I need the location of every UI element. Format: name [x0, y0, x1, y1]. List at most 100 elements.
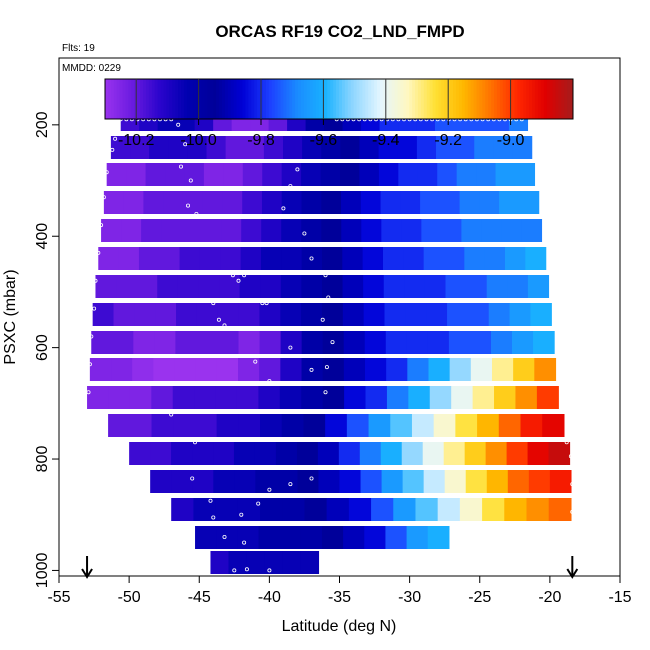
colorbar-segment	[303, 79, 308, 119]
heatmap-cell-7-3	[155, 303, 177, 326]
colorbar-segment	[371, 79, 375, 119]
heatmap-cell-5-3	[159, 247, 181, 270]
x-tick-label: -20	[538, 589, 561, 606]
colorbar-segment	[295, 79, 299, 119]
sample-point-66	[222, 323, 227, 328]
x-tick-label: -15	[608, 589, 631, 606]
colorbar-segment	[438, 79, 442, 119]
heatmap-cell-8-7	[238, 331, 261, 354]
colorbar-segment	[391, 79, 396, 119]
y-tick-label: 200	[34, 111, 51, 138]
heatmap-cell-12-6	[254, 442, 277, 465]
heatmap-cell-9-16	[428, 358, 451, 381]
heatmap-cell-7-16	[426, 303, 448, 326]
colorbar-segment	[520, 79, 524, 119]
heatmap-cell-14-3	[237, 498, 261, 521]
heatmap-cell-12-19	[527, 442, 550, 465]
sample-point-96	[232, 568, 237, 573]
heatmap-cell-9-11	[322, 358, 345, 381]
colorbar-segment	[491, 79, 495, 119]
y-axis: 200 400 600 800 1000	[34, 111, 59, 588]
sample-point-77	[309, 256, 314, 261]
heatmap-cell-13-1	[171, 470, 193, 493]
heatmap-cell-1-14	[378, 136, 399, 159]
colorbar-segment	[216, 79, 220, 119]
sample-point-78	[323, 273, 328, 278]
sample-point-88	[211, 515, 216, 520]
heatmap-cell-4-9	[281, 219, 302, 242]
colorbar-segment	[526, 79, 530, 119]
heatmap-cell-1-15	[397, 136, 418, 159]
colorbar-segment	[186, 79, 191, 119]
heatmap-cell-3-17	[439, 191, 461, 214]
heatmap-cell-14-5	[282, 498, 306, 521]
colorbar-segment	[382, 79, 387, 119]
colorbar-segment	[350, 79, 355, 119]
heatmap-cell-13-16	[486, 470, 509, 493]
sample-point-49	[96, 250, 101, 255]
sample-point-51	[92, 306, 97, 311]
heatmap-cell-10-1	[108, 386, 131, 409]
heatmap-cell-16-1	[228, 551, 248, 574]
colorbar-tick-label: -9.8	[247, 132, 275, 149]
heatmap-cell-12-7	[275, 442, 298, 465]
heatmap-cell-6-3	[157, 275, 179, 298]
heatmap-cell-11-2	[151, 414, 174, 437]
heatmap-cell-15-1	[216, 526, 238, 549]
heatmap-cell-16-4	[282, 551, 302, 574]
colorbar-segment	[113, 79, 118, 119]
colorbar-segment	[233, 79, 238, 119]
heatmap-cell-6-9	[280, 275, 302, 298]
sample-point-70	[267, 379, 272, 384]
colorbar-tick-label: -9.2	[434, 132, 462, 149]
heatmap-cell-10-15	[408, 386, 431, 409]
colorbar-segment	[374, 79, 378, 119]
sample-point-69	[253, 359, 258, 364]
heatmap-cell-5-19	[484, 247, 506, 270]
heatmap-cell-7-14	[384, 303, 406, 326]
colorbar-segment	[154, 79, 159, 119]
down-arrow-icon	[81, 556, 93, 579]
heatmap-cell-10-19	[494, 386, 517, 409]
colorbar-segment	[248, 79, 252, 119]
heatmap-cell-6-12	[342, 275, 364, 298]
heatmap-cell-15-4	[279, 526, 302, 549]
heatmap-cell-13-0	[150, 470, 172, 493]
colorbar-segment	[555, 79, 559, 119]
colorbar-segment	[137, 79, 141, 119]
heatmap-cell-1-9	[283, 136, 303, 159]
colorbar-segment	[482, 79, 486, 119]
colorbar-segment	[532, 79, 536, 119]
heatmap-cell-2-6	[223, 163, 244, 186]
heatmap-cell-5-12	[342, 247, 364, 270]
heatmap-cell-2-19	[476, 163, 497, 186]
colorbar-segment	[306, 79, 311, 119]
heatmap-cell-9-0	[89, 358, 112, 381]
heatmap-cell-6-17	[445, 275, 467, 298]
colorbar-segment	[125, 79, 129, 119]
heatmap-cell-1-11	[321, 136, 341, 159]
sample-point-46	[104, 170, 109, 175]
heatmap-cell-13-14	[444, 470, 467, 493]
heatmap-cell-8-19	[490, 331, 513, 354]
heatmap-cell-15-3	[258, 526, 281, 549]
heatmap-cell-10-2	[129, 386, 152, 409]
colorbar-segment	[181, 79, 185, 119]
heatmap-cell-13-3	[213, 470, 235, 493]
heatmap-cell-3-12	[341, 191, 362, 214]
heatmap-cell-5-5	[199, 247, 221, 270]
colorbar-segment	[131, 79, 135, 119]
heatmap-cell-6-14	[383, 275, 405, 298]
heatmap-cell-2-7	[242, 163, 263, 186]
heatmap-cell-1-4	[187, 136, 208, 159]
colorbar-segment	[292, 79, 296, 119]
heatmap-cell-6-10	[301, 275, 323, 298]
heatmap-cell-12-2	[171, 442, 193, 465]
colorbar-segment	[505, 79, 510, 119]
colorbar-tick-label: -9.0	[497, 132, 525, 149]
heatmap-cell-10-17	[451, 386, 474, 409]
x-tick-label: -35	[328, 589, 351, 606]
heatmap-cell-6-21	[527, 275, 550, 298]
sample-point-60	[194, 211, 199, 216]
heatmap-cell-6-15	[404, 275, 426, 298]
